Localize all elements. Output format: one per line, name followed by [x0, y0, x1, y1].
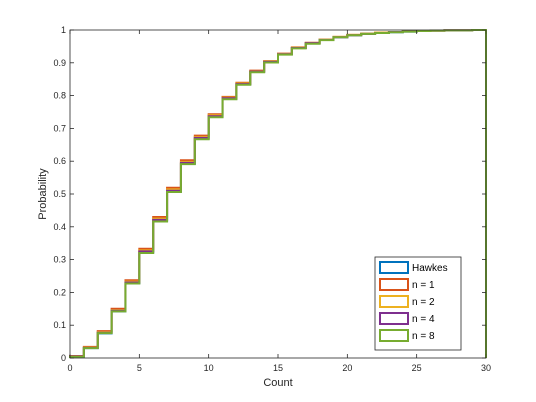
x-tick-label: 10 [204, 363, 214, 373]
y-tick-label: 1 [61, 25, 66, 35]
legend-swatch [379, 329, 409, 342]
legend-label: n = 8 [412, 331, 435, 342]
y-tick-label: 0.9 [53, 58, 66, 68]
x-tick-label: 0 [67, 363, 72, 373]
legend-label: n = 2 [412, 297, 435, 308]
y-axis-label: Probability [37, 168, 49, 220]
y-tick-label: 0.6 [53, 156, 66, 166]
x-tick-label: 20 [342, 363, 352, 373]
y-tick-label: 0.2 [53, 287, 66, 297]
y-tick-label: 0.5 [53, 189, 66, 199]
y-tick-label: 0.4 [53, 222, 66, 232]
y-tick-label: 0.1 [53, 320, 66, 330]
x-tick-label: 30 [481, 363, 491, 373]
legend-swatch [379, 261, 409, 274]
legend-label: n = 4 [412, 314, 435, 325]
x-tick-label: 5 [137, 363, 142, 373]
legend: Hawkes n = 1 n = 2 n = 4 n = 8 [374, 256, 462, 351]
legend-swatch [379, 295, 409, 308]
y-tick-label: 0.8 [53, 91, 66, 101]
y-tick-label: 0.7 [53, 123, 66, 133]
x-tick-label: 25 [412, 363, 422, 373]
x-axis-label: Count [263, 377, 292, 389]
x-tick-label: 15 [273, 363, 283, 373]
y-tick-label: 0.3 [53, 255, 66, 265]
y-tick-label: 0 [61, 353, 66, 363]
axes-layer: 0 5 10 15 20 25 30 0 0.1 0.2 0.3 0.4 0.5 0.6 0.7 0.8 0.9… [53, 25, 491, 373]
legend-label: n = 1 [412, 280, 435, 291]
legend-label: Hawkes [412, 263, 448, 274]
legend-swatch [379, 278, 409, 291]
legend-swatch [379, 312, 409, 325]
